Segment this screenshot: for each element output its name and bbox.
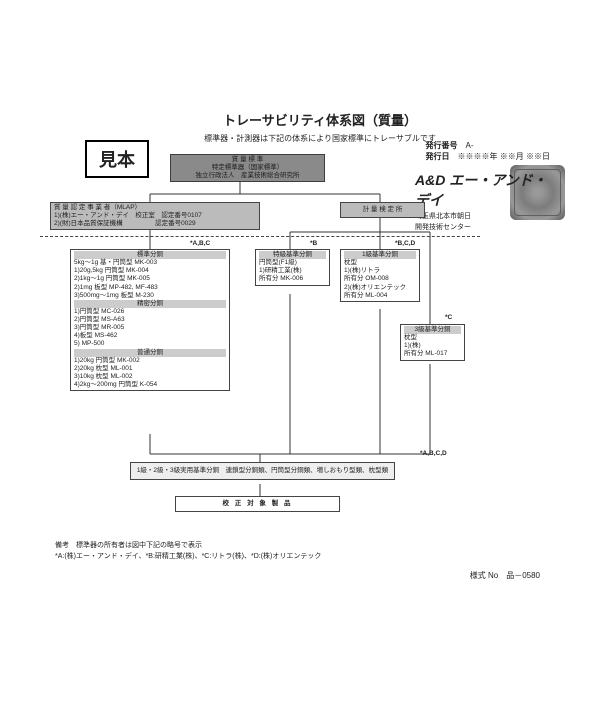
tag-abcd: *A,B,C,D xyxy=(420,450,447,457)
issue-no: A- xyxy=(466,141,474,150)
list-item: 2)1kg～1g 円筒型 MK-005 xyxy=(74,275,226,283)
list-item: 所有分 MK-006 xyxy=(259,275,326,283)
bottom-weights-box: 1級・2級・3級実用基準分銅 連鎖型分銅類、円筒型分銅類、増しおもり型類、枕型類 xyxy=(130,462,395,480)
col1-box: 標準分銅 5kg～1g 基・円筒型 MK-0031)20g,5kg 円筒型 MK… xyxy=(70,249,230,391)
col2-title: 特級基準分銅 xyxy=(259,251,326,259)
tag-b: *B xyxy=(310,240,317,247)
target-box: 校 正 対 象 製 品 xyxy=(175,496,340,512)
top-standard-box: 質 量 標 準 特定標準器（国家標準） 独立行政法人 産業技術総合研究所 xyxy=(170,154,325,182)
la-l1: 質 量 認 定 事 業 者（MLAP） xyxy=(54,204,256,212)
tag-abc: *A,B,C xyxy=(190,240,210,247)
list-item: 1)円筒型 MC-026 xyxy=(74,308,226,316)
list-item: 5) MP-500 xyxy=(74,340,226,348)
list-item: 4)板型 MS-462 xyxy=(74,332,226,340)
list-item: 所有分 ML-004 xyxy=(344,292,416,300)
note-l2: *A:(株)エー・アンド・デイ、*B:研精工業(株)、*C:リトラ(株)、*D:… xyxy=(55,551,600,562)
la-l3: 2)(財)日本品質保証機構 認定番号0029 xyxy=(54,220,256,228)
col2-box: 特級基準分銅 円筒型(F1級)1)研精工業(株)所有分 MK-006 xyxy=(255,249,330,286)
list-item: 2)1mg 板型 MP-482, MF-483 xyxy=(74,284,226,292)
right-auth-box: 計 量 検 定 所 xyxy=(340,202,425,218)
col4-title: 3級基準分銅 xyxy=(404,326,461,334)
form-number: 様式 No 品－0580 xyxy=(0,570,540,581)
issue-no-label: 発行番号 xyxy=(426,141,458,150)
col4-box: 3級基準分銅 枕型1)(株)所有分 ML-017 xyxy=(400,324,465,361)
col3-box: 1級基準分銅 枕型1)(株)リトラ所有分 OM-0082)(株)オリエンテック所… xyxy=(340,249,420,302)
top-l3: 独立行政法人 産業技術総合研究所 xyxy=(174,172,321,180)
list-item: 2)(株)オリエンテック xyxy=(344,284,416,292)
list-item: 1)20kg 円筒型 MK-002 xyxy=(74,357,226,365)
traceability-diagram: 質 量 標 準 特定標準器（国家標準） 独立行政法人 産業技術総合研究所 質 量… xyxy=(40,154,480,534)
list-item: 所有分 ML-017 xyxy=(404,350,461,358)
tag-c: *C xyxy=(445,314,452,321)
top-l1: 質 量 標 準 xyxy=(174,156,321,164)
left-auth-box: 質 量 認 定 事 業 者（MLAP） 1)(株)エー・アンド・デイ 校正室 認… xyxy=(50,202,260,230)
col1-title: 標準分銅 xyxy=(74,251,226,259)
page-title: トレーサビリティ体系図（質量） xyxy=(40,110,600,129)
list-item: 2)円筒型 MS-A63 xyxy=(74,316,226,324)
footer-notes: 備考 標準器の所有者は図中下記の略号で表示 *A:(株)エー・アンド・デイ、*B… xyxy=(55,540,600,562)
list-item: 2)20kg 枕型 ML-001 xyxy=(74,365,226,373)
list-item: 3)500mg～1mg 板型 M-230 xyxy=(74,292,226,300)
note-l1: 備考 標準器の所有者は図中下記の略号で表示 xyxy=(55,540,600,551)
list-item: 4)2kg～200mg 円筒型 K-054 xyxy=(74,381,226,389)
tag-bcd: *B,C,D xyxy=(395,240,415,247)
list-item: 普通分銅 xyxy=(74,349,226,357)
col3-title: 1級基準分銅 xyxy=(344,251,416,259)
list-item: 所有分 OM-008 xyxy=(344,275,416,283)
list-item: 精密分銅 xyxy=(74,300,226,308)
list-item: 3)10kg 枕型 ML-002 xyxy=(74,373,226,381)
